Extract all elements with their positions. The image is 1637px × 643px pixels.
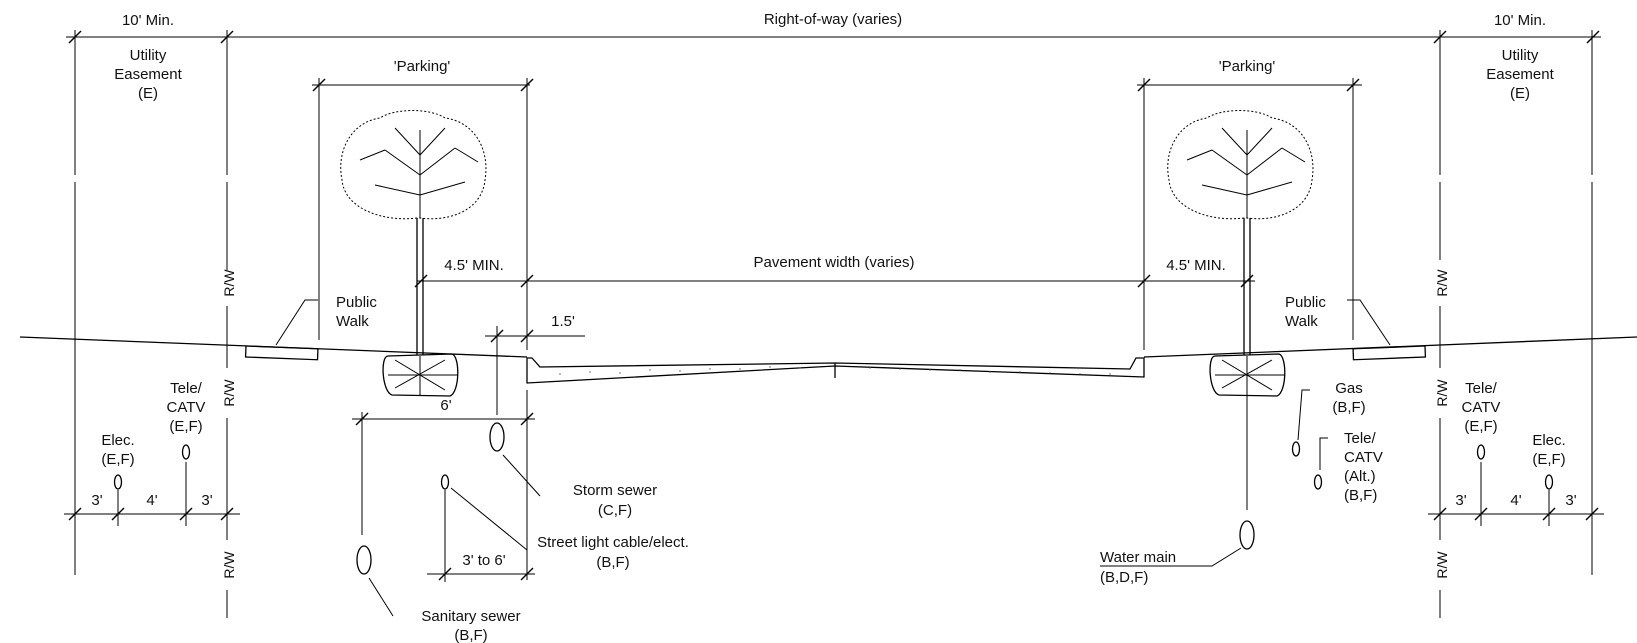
rw-left-3: R/W — [221, 551, 237, 579]
tele-alt-line4: (B,F) — [1344, 487, 1377, 504]
text-labels: Right-of-way (varies) 10' Min. 10' Min. … — [91, 11, 1576, 643]
right-utility-dimension — [1428, 462, 1604, 526]
easement-left-line3: (E) — [138, 85, 158, 102]
easement-right-dimension — [1440, 30, 1601, 44]
right-of-way-label: Right-of-way (varies) — [764, 11, 902, 28]
easement-right-line2: Easement — [1486, 66, 1554, 83]
three-to-six-label: 3' to 6' — [462, 552, 505, 569]
curb-dimension — [485, 326, 585, 415]
public-walk-right-line2: Walk — [1285, 313, 1318, 330]
gas-symbol — [1291, 441, 1301, 457]
tele-right-line2: CATV — [1462, 399, 1501, 416]
elec-right-line2: (E,F) — [1532, 451, 1565, 468]
storm-sewer-symbol — [489, 422, 505, 452]
street-light-line1: Street light cable/elect. — [537, 534, 689, 551]
utility-symbols — [113, 422, 1554, 575]
public-walk-left-line2: Walk — [336, 313, 369, 330]
street-light-line2: (B,F) — [596, 554, 629, 571]
six-ft-label: 6' — [440, 397, 451, 414]
water-main-line1: Water main — [1100, 549, 1176, 566]
six-foot-dimension — [352, 390, 535, 580]
tree-left — [340, 110, 487, 397]
dim-4-a: 4' — [146, 492, 157, 509]
right-of-way-dimension — [220, 30, 1447, 44]
tele-left-line1: Tele/ — [170, 380, 203, 397]
tele-alt-line2: CATV — [1344, 449, 1383, 466]
three-to-six-dimension — [427, 490, 535, 582]
pavement-width-label: Pavement width (varies) — [754, 254, 915, 271]
parking-right-dimension — [1137, 78, 1362, 350]
dim-4-b: 4' — [1510, 492, 1521, 509]
parking-left-label: 'Parking' — [394, 58, 451, 75]
tele-alt-line3: (Alt.) — [1344, 468, 1376, 485]
dim-3-d: 3' — [1565, 492, 1576, 509]
tele-left-symbol — [181, 444, 191, 460]
ground-surface — [19, 336, 1637, 361]
parking-right-label: 'Parking' — [1219, 58, 1276, 75]
elec-left-line2: (E,F) — [101, 451, 134, 468]
dim-3-b: 3' — [201, 492, 212, 509]
elec-left-line1: Elec. — [101, 432, 134, 449]
easement-right-line3: (E) — [1510, 85, 1530, 102]
public-walk-right-line1: Public — [1285, 294, 1326, 311]
min10-left-label: 10' Min. — [122, 12, 174, 29]
storm-sewer-line2: (C,F) — [598, 502, 632, 519]
tele-right-line3: (E,F) — [1464, 418, 1497, 435]
min45-left-label: 4.5' MIN. — [444, 257, 504, 274]
water-main-symbol — [1239, 520, 1255, 550]
tree-right — [1167, 110, 1314, 510]
easement-left-line1: Utility — [130, 47, 167, 64]
boundary-lines — [74, 30, 1593, 618]
tele-left-line3: (E,F) — [169, 418, 202, 435]
easement-left-line2: Easement — [114, 66, 182, 83]
left-utility-dimension — [64, 462, 240, 526]
elec-right-line1: Elec. — [1532, 432, 1565, 449]
dim-3-c: 3' — [1455, 492, 1466, 509]
curb-15-label: 1.5' — [551, 313, 575, 330]
tele-right-symbol — [1476, 444, 1486, 460]
sanitary-sewer-symbol — [356, 545, 372, 575]
tele-alt-symbol — [1313, 474, 1323, 490]
pavement-dimension — [414, 274, 1255, 288]
sanitary-sewer-line1: Sanitary sewer — [421, 608, 520, 625]
dim-3-a: 3' — [91, 492, 102, 509]
elec-right-symbol — [1544, 474, 1554, 490]
min10-right-label: 10' Min. — [1494, 12, 1546, 29]
pavement-slab — [526, 357, 1145, 384]
rw-right-2: R/W — [1434, 379, 1450, 407]
gas-line1: Gas — [1335, 380, 1363, 397]
tele-alt-line1: Tele/ — [1344, 430, 1377, 447]
gas-line2: (B,F) — [1332, 399, 1365, 416]
leader-lines — [275, 299, 1391, 617]
min45-right-label: 4.5' MIN. — [1166, 257, 1226, 274]
elec-left-symbol — [113, 474, 123, 490]
sanitary-sewer-line2: (B,F) — [454, 627, 487, 643]
easement-left-dimension — [66, 30, 227, 44]
street-light-symbol — [440, 474, 450, 490]
parking-left-dimension — [312, 78, 534, 350]
storm-sewer-line1: Storm sewer — [573, 482, 657, 499]
tele-right-line1: Tele/ — [1465, 380, 1498, 397]
tele-left-line2: CATV — [167, 399, 206, 416]
rw-right-1: R/W — [1434, 269, 1450, 297]
rw-left-2: R/W — [221, 379, 237, 407]
rw-right-3: R/W — [1434, 551, 1450, 579]
public-walk-left-line1: Public — [336, 294, 377, 311]
water-main-line2: (B,D,F) — [1100, 569, 1148, 586]
easement-right-line1: Utility — [1502, 47, 1539, 64]
rw-left-1: R/W — [221, 269, 237, 297]
